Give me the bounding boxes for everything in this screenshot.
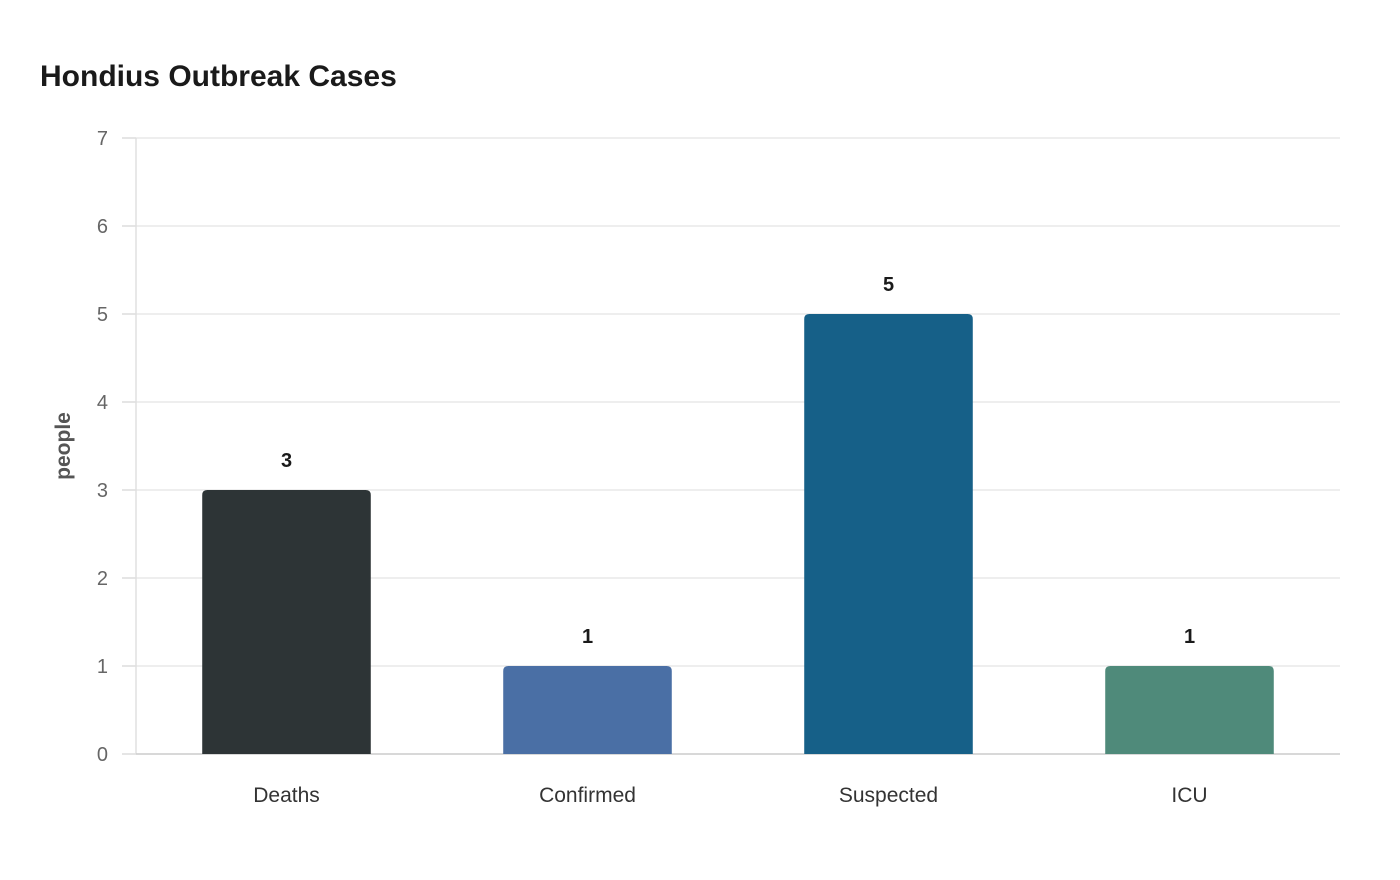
bar-deaths [202,490,371,754]
bar-icu [1105,666,1274,754]
bar-suspected [804,314,973,754]
category-label-icu: ICU [1171,784,1207,807]
category-label-deaths: Deaths [253,784,320,807]
category-labels: Deaths Confirmed Suspected ICU [253,784,1207,807]
bars [202,314,1274,754]
value-labels: 3 1 5 1 [281,274,1195,648]
y-tick-label: 0 [97,744,108,766]
y-tick-label: 1 [97,656,108,678]
y-tick-label: 3 [97,480,108,502]
category-label-confirmed: Confirmed [539,784,636,807]
y-tick-label: 6 [97,216,108,238]
value-label-deaths: 3 [281,450,292,472]
category-label-suspected: Suspected [839,784,938,807]
y-tick-label: 2 [97,568,108,590]
y-axis-title: people [52,412,75,480]
value-label-suspected: 5 [883,274,894,296]
chart-title: Hondius Outbreak Cases [40,60,397,93]
y-tick-label: 4 [97,392,108,414]
bar-confirmed [503,666,672,754]
value-label-icu: 1 [1184,626,1195,648]
y-tick-label: 7 [97,128,108,150]
y-tick-label: 5 [97,304,108,326]
value-label-confirmed: 1 [582,626,593,648]
y-axis-ticks: 0 1 2 3 4 5 6 7 [97,128,136,766]
